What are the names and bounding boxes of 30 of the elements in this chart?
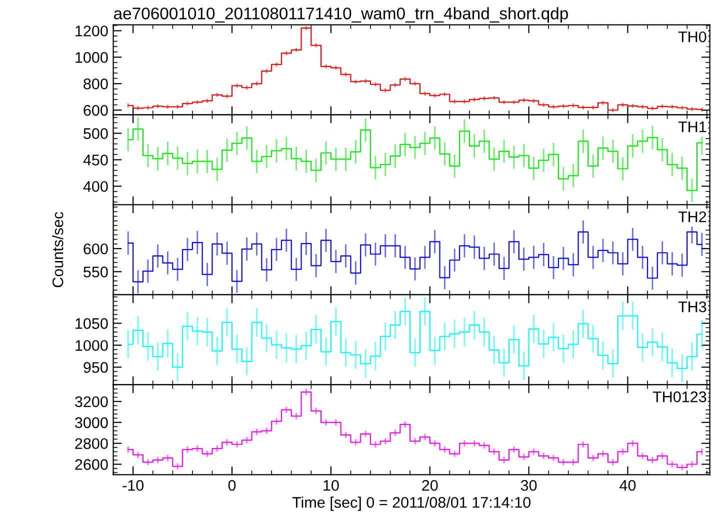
y-tick-label: 1000 [76, 52, 108, 63]
y-tick-label: 3000 [75, 417, 108, 428]
y-tick-label: 600 [84, 243, 108, 254]
y-axis-title: Counts/sec [52, 212, 64, 288]
x-tick-label: 0 [228, 480, 236, 491]
y-tick-label: 600 [84, 104, 108, 116]
y-tick-label: 1200 [76, 26, 108, 36]
y-tick-label: 400 [83, 181, 108, 192]
x-tick-label: -10 [122, 480, 144, 491]
chart-title: ae706001010_20110801171410_wam0_trn_4band_short.qdp [114, 7, 568, 23]
y-tick-label: 2800 [75, 438, 108, 450]
series-label: TH1 [678, 122, 706, 132]
x-axis-title: Time [sec] 0 = 2011/08/01 17:14:10 [292, 496, 531, 511]
y-tick-label: 800 [84, 78, 108, 90]
y-tick-label: 950 [84, 362, 108, 373]
y-tick-label: 450 [83, 154, 108, 166]
y-tick-label: 3200 [75, 396, 108, 408]
y-tick-label: 550 [84, 266, 108, 278]
y-tick-label: 500 [84, 128, 108, 139]
series-label: TH3 [678, 301, 706, 312]
x-tick-label: 20 [422, 480, 438, 491]
x-tick-label: 30 [520, 480, 537, 491]
text: TH0123 [652, 391, 706, 402]
y-tick-label: 1050 [76, 318, 108, 329]
x-tick-label: 10 [324, 480, 339, 491]
x-tick-label: 40 [620, 480, 636, 491]
y-tick-label: 2600 [75, 459, 108, 470]
text: TH0 [678, 31, 706, 42]
series-label: TH2 [678, 211, 706, 222]
y-tick-label: 1000 [76, 340, 108, 351]
